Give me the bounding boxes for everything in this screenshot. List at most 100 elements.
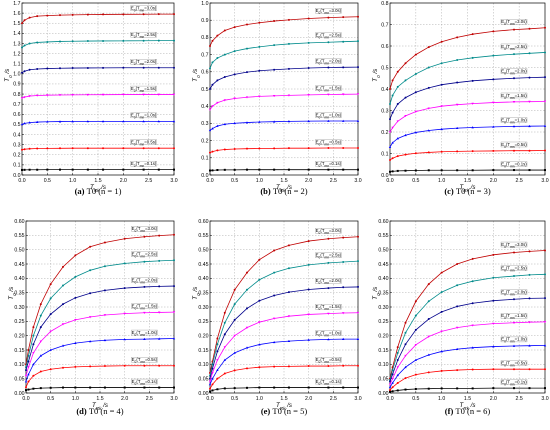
text-run: E <box>501 142 504 147</box>
data-point <box>396 351 399 354</box>
data-point <box>74 386 77 389</box>
series-label-box <box>500 117 528 123</box>
data-point <box>492 30 495 33</box>
data-point <box>86 168 89 171</box>
data-point <box>307 17 310 20</box>
subscript: mn <box>324 88 329 92</box>
data-point <box>513 149 515 152</box>
subscript: mn <box>510 382 515 386</box>
data-point <box>233 369 236 372</box>
data-point <box>157 168 160 171</box>
data-point <box>233 168 236 171</box>
data-point <box>471 387 474 390</box>
data-point <box>440 169 443 172</box>
text-run: =3.0s) <box>145 226 158 231</box>
data-point <box>327 119 330 122</box>
data-point <box>258 386 261 389</box>
series-label: E0(Tmn=1.0s) <box>316 330 342 337</box>
data-point <box>209 67 211 70</box>
data-point <box>287 147 290 150</box>
y-tick-label: 0.20 <box>378 333 388 339</box>
subscript: 0 <box>504 340 506 344</box>
text-run: /s <box>469 402 476 409</box>
series-label: E0(Tmn=0.1s) <box>501 379 527 386</box>
data-point <box>211 377 214 380</box>
subscript: Rk <box>94 188 100 193</box>
data-point <box>59 67 61 70</box>
series: E0(Tmn=3.0s) <box>25 226 175 366</box>
data-point <box>58 94 62 97</box>
data-point <box>273 147 276 150</box>
data-point <box>223 358 226 361</box>
data-point <box>512 125 516 128</box>
data-point <box>414 72 417 75</box>
series-label-box <box>131 226 158 232</box>
y-tick-label: 0.0 <box>13 173 20 179</box>
subscript: 0 <box>504 71 506 75</box>
data-point <box>101 120 105 123</box>
subscript: mn <box>140 229 145 233</box>
y-tick-label: 1.4 <box>13 31 20 37</box>
subscript: 0 <box>319 142 321 146</box>
data-point <box>36 147 39 150</box>
text-run: =1.0s) <box>515 337 528 342</box>
x-tick-label: 0.5 <box>44 178 51 184</box>
data-point <box>86 13 89 16</box>
data-point <box>327 237 330 240</box>
plot-frame <box>25 220 175 394</box>
subscript: 0 <box>12 293 17 296</box>
series-label: E0(Tmn=1.0s) <box>131 113 157 120</box>
data-point <box>86 66 89 69</box>
data-point <box>209 45 211 47</box>
series: E0(Tmn=2.5s) <box>389 266 546 382</box>
data-point <box>49 313 52 316</box>
subscript: mn <box>510 145 515 149</box>
data-point <box>223 75 226 78</box>
series-label-box <box>315 32 342 38</box>
y-tick-label: 0.50 <box>198 247 208 253</box>
text-run: =1.0s) <box>515 117 528 122</box>
text-run: =0.5s) <box>515 361 528 366</box>
text-run: E <box>501 379 504 384</box>
data-point <box>28 95 31 98</box>
text-run: (T <box>136 113 140 118</box>
data-point <box>211 83 214 86</box>
text-run: E <box>501 117 504 122</box>
subscript: mn <box>324 382 329 386</box>
y-tick-label: 0.8 <box>13 92 20 98</box>
data-point <box>543 344 547 347</box>
data-point <box>327 312 330 315</box>
text-run: E <box>501 266 504 271</box>
data-point <box>389 380 391 383</box>
text-run: =0.1s) <box>329 161 342 166</box>
series-label-box <box>500 336 528 343</box>
y-tick-label: 0.2 <box>201 138 208 144</box>
data-point <box>62 386 64 389</box>
text-run: E <box>501 161 504 166</box>
data-point <box>471 257 474 260</box>
text-run: =1.5s) <box>329 304 342 309</box>
data-point <box>273 365 276 368</box>
subscript: mn <box>510 47 515 51</box>
y-tick-label: 0.8 <box>201 35 208 41</box>
data-point <box>440 310 443 313</box>
panel-title: T0 (n = 2) <box>273 186 308 196</box>
series-label-box <box>315 161 342 167</box>
data-point <box>258 258 261 261</box>
series-label: E0(Tmn=2.5s) <box>131 32 157 39</box>
data-point <box>59 14 61 17</box>
data-point <box>173 386 175 389</box>
subscript: 0 <box>504 292 506 296</box>
data-point <box>102 39 105 42</box>
data-point <box>74 275 77 278</box>
data-point <box>122 93 125 96</box>
series: E0(Tmn=2.5s) <box>25 252 175 369</box>
data-point <box>307 41 310 44</box>
data-point <box>233 387 236 390</box>
data-point <box>62 366 64 369</box>
data-point <box>404 321 407 324</box>
data-point <box>272 120 276 123</box>
y-tick-label: 0.8 <box>381 1 388 7</box>
data-point <box>216 368 219 371</box>
data-point <box>122 66 125 69</box>
